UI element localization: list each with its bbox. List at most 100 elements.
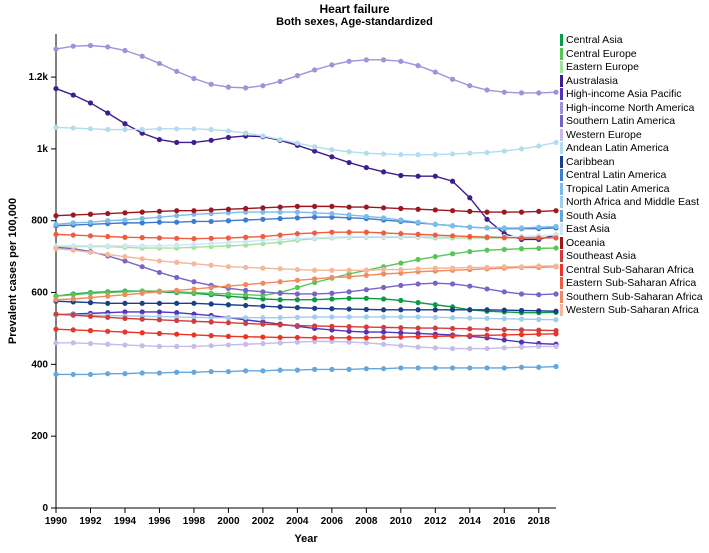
- series-marker: [553, 245, 558, 250]
- series-marker: [467, 249, 472, 254]
- series-marker: [519, 225, 524, 230]
- series-marker: [157, 289, 162, 294]
- x-tick-label: 2004: [286, 516, 309, 527]
- series-marker: [398, 261, 403, 266]
- series-marker: [140, 343, 145, 348]
- series-marker: [519, 264, 524, 269]
- series-marker: [140, 210, 145, 215]
- series-marker: [312, 297, 317, 302]
- series-marker: [122, 121, 127, 126]
- series-marker: [295, 215, 300, 220]
- legend-item: Western Sub-Saharan Africa: [560, 304, 703, 318]
- legend-swatch: [560, 196, 563, 208]
- series-marker: [467, 333, 472, 338]
- series-marker: [398, 365, 403, 370]
- y-axis-label: Prevalent cases per 100,000: [7, 198, 19, 344]
- series-marker: [105, 44, 110, 49]
- series-marker: [553, 90, 558, 95]
- legend-label: Southern Sub-Saharan Africa: [566, 291, 703, 305]
- legend-item: Central Latin America: [560, 169, 703, 183]
- series-marker: [415, 345, 420, 350]
- series-marker: [53, 213, 58, 218]
- legend-swatch: [560, 169, 563, 181]
- series-marker: [295, 73, 300, 78]
- series-marker: [53, 297, 58, 302]
- series-line: [56, 45, 556, 92]
- series-marker: [536, 344, 541, 349]
- series-marker: [278, 304, 283, 309]
- series-marker: [53, 125, 58, 130]
- series-marker: [191, 301, 196, 306]
- series-marker: [157, 370, 162, 375]
- series-marker: [415, 152, 420, 157]
- series-marker: [312, 335, 317, 340]
- series-marker: [157, 331, 162, 336]
- series-marker: [71, 313, 76, 318]
- series-marker: [467, 195, 472, 200]
- series-marker: [553, 344, 558, 349]
- series-marker: [88, 341, 93, 346]
- legend-swatch: [560, 264, 563, 276]
- series-marker: [467, 225, 472, 230]
- legend-item: Tropical Latin America: [560, 183, 703, 197]
- series-marker: [364, 287, 369, 292]
- series-marker: [243, 206, 248, 211]
- series-marker: [433, 315, 438, 320]
- series-marker: [122, 342, 127, 347]
- series-marker: [88, 328, 93, 333]
- series-marker: [553, 317, 558, 322]
- series-line: [56, 367, 556, 375]
- series-marker: [484, 150, 489, 155]
- series-marker: [295, 340, 300, 345]
- series-marker: [312, 367, 317, 372]
- legend-item: Western Europe: [560, 129, 703, 143]
- series-group: [53, 43, 558, 377]
- series-marker: [329, 147, 334, 152]
- series-marker: [450, 326, 455, 331]
- series-marker: [174, 69, 179, 74]
- series-marker: [174, 260, 179, 265]
- series-marker: [484, 265, 489, 270]
- series-marker: [553, 309, 558, 314]
- series-marker: [519, 246, 524, 251]
- series-marker: [295, 267, 300, 272]
- x-axis-label: Year: [294, 533, 318, 545]
- series-marker: [312, 291, 317, 296]
- legend-swatch: [560, 291, 563, 303]
- series-marker: [398, 231, 403, 236]
- series-marker: [209, 263, 214, 268]
- series-marker: [243, 217, 248, 222]
- series-marker: [329, 291, 334, 296]
- x-ticks: 1990199219941996199820002002200420062008…: [45, 508, 550, 527]
- series-marker: [243, 342, 248, 347]
- series-marker: [209, 343, 214, 348]
- legend-swatch: [560, 156, 563, 168]
- series-marker: [415, 232, 420, 237]
- series-marker: [364, 165, 369, 170]
- series-marker: [364, 151, 369, 156]
- series-marker: [347, 59, 352, 64]
- legend-item: Eastern Europe: [560, 61, 703, 75]
- series-marker: [329, 268, 334, 273]
- series-marker: [122, 301, 127, 306]
- series-marker: [53, 232, 58, 237]
- series-marker: [71, 92, 76, 97]
- series-marker: [415, 365, 420, 370]
- series-marker: [260, 322, 265, 327]
- series-marker: [398, 307, 403, 312]
- series-marker: [398, 173, 403, 178]
- series-marker: [88, 372, 93, 377]
- series-marker: [450, 251, 455, 256]
- series-marker: [433, 307, 438, 312]
- x-tick-label: 2018: [528, 516, 551, 527]
- series-marker: [502, 345, 507, 350]
- series-marker: [433, 174, 438, 179]
- series-marker: [243, 315, 248, 320]
- series-marker: [226, 291, 231, 296]
- series-marker: [329, 306, 334, 311]
- series-marker: [519, 210, 524, 215]
- series-marker: [278, 204, 283, 209]
- series-marker: [105, 127, 110, 132]
- series-marker: [53, 311, 58, 316]
- series-marker: [347, 306, 352, 311]
